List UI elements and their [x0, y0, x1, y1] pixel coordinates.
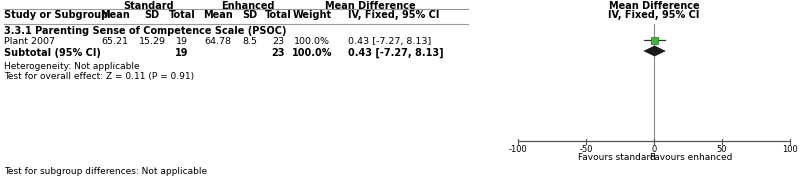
- Text: Plant 2007: Plant 2007: [4, 37, 55, 46]
- Text: 23: 23: [271, 48, 285, 58]
- Text: IV, Fixed, 95% CI: IV, Fixed, 95% CI: [348, 10, 439, 20]
- Text: Favours standard: Favours standard: [578, 153, 656, 162]
- Text: Mean Difference: Mean Difference: [609, 1, 699, 11]
- Text: Mean: Mean: [203, 10, 233, 20]
- Text: 23: 23: [272, 37, 284, 46]
- FancyBboxPatch shape: [651, 37, 658, 43]
- Text: 19: 19: [175, 48, 189, 58]
- Text: 100: 100: [782, 145, 798, 154]
- Text: 19: 19: [176, 37, 188, 46]
- Text: Subtotal (95% CI): Subtotal (95% CI): [4, 48, 101, 58]
- Text: 100.0%: 100.0%: [294, 37, 330, 46]
- Text: 0.43 [-7.27, 8.13]: 0.43 [-7.27, 8.13]: [348, 37, 431, 46]
- Text: 50: 50: [717, 145, 727, 154]
- Text: Favours enhanced: Favours enhanced: [650, 153, 732, 162]
- Text: IV, Fixed, 95% CI: IV, Fixed, 95% CI: [608, 10, 700, 20]
- Text: 64.78: 64.78: [205, 37, 231, 46]
- Text: Enhanced: Enhanced: [222, 1, 274, 11]
- Text: Total: Total: [169, 10, 195, 20]
- Polygon shape: [644, 46, 665, 56]
- Text: 15.29: 15.29: [138, 37, 166, 46]
- Text: Study or Subgroup: Study or Subgroup: [4, 10, 108, 20]
- Text: -100: -100: [509, 145, 527, 154]
- Text: Mean Difference: Mean Difference: [325, 1, 415, 11]
- Text: 3.3.1 Parenting Sense of Competence Scale (PSOC): 3.3.1 Parenting Sense of Competence Scal…: [4, 26, 286, 36]
- Text: Mean: Mean: [100, 10, 130, 20]
- Text: Standard: Standard: [123, 1, 174, 11]
- Text: -50: -50: [579, 145, 593, 154]
- Text: 0: 0: [651, 145, 657, 154]
- Text: Weight: Weight: [293, 10, 331, 20]
- Text: SD: SD: [242, 10, 258, 20]
- Text: Heterogeneity: Not applicable: Heterogeneity: Not applicable: [4, 62, 140, 71]
- Text: 65.21: 65.21: [102, 37, 129, 46]
- Text: 8.5: 8.5: [242, 37, 258, 46]
- Text: SD: SD: [145, 10, 159, 20]
- Text: 0.43 [-7.27, 8.13]: 0.43 [-7.27, 8.13]: [348, 48, 444, 58]
- Text: Test for subgroup differences: Not applicable: Test for subgroup differences: Not appli…: [4, 167, 207, 176]
- Text: Total: Total: [265, 10, 291, 20]
- Text: 100.0%: 100.0%: [292, 48, 332, 58]
- Text: Test for overall effect: Z = 0.11 (P = 0.91): Test for overall effect: Z = 0.11 (P = 0…: [4, 72, 194, 81]
